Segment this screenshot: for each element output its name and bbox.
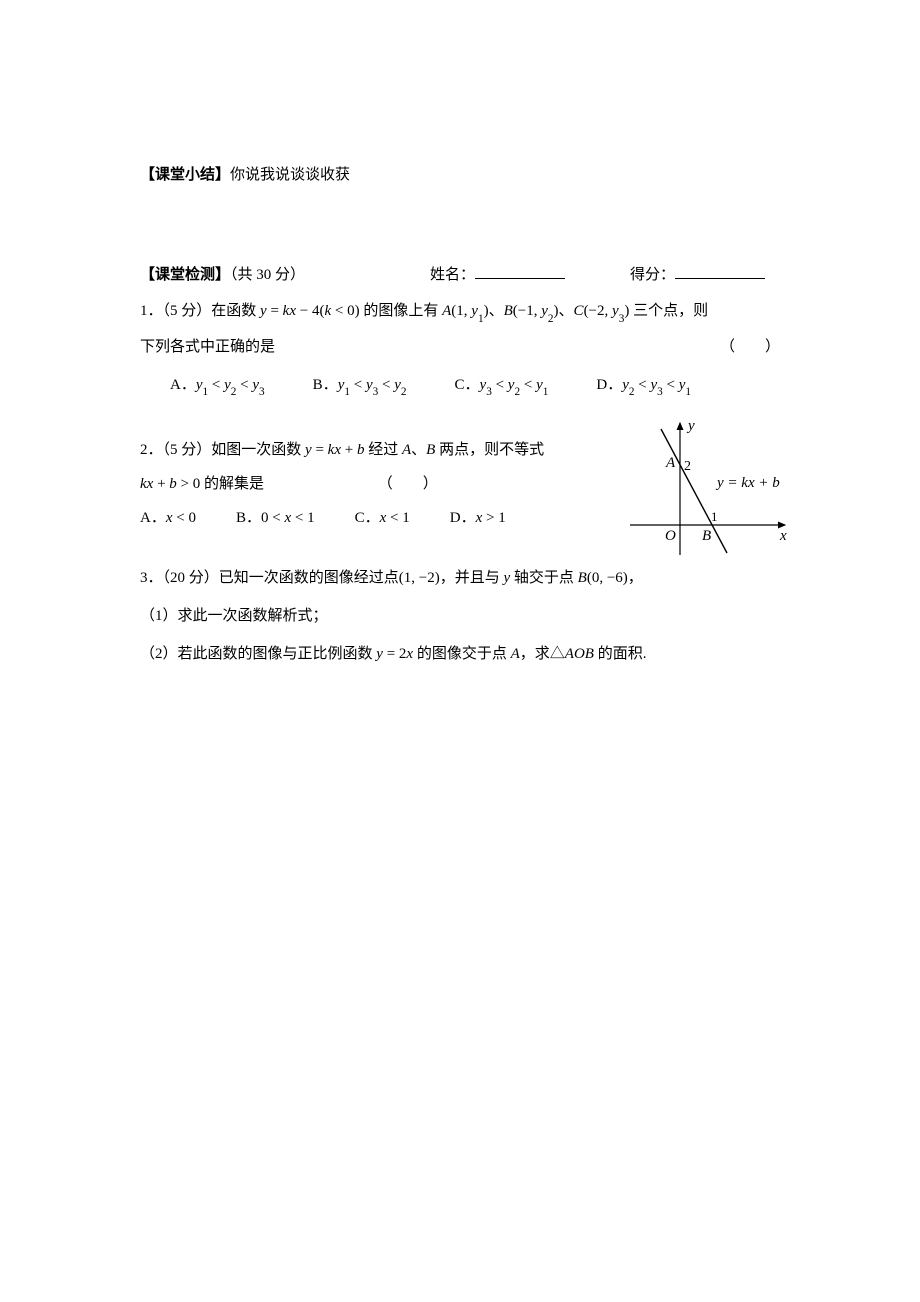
q1-line1: 1．（5 分）在函数 y = kx − 4(k < 0) 的图像上有 A(1, … bbox=[140, 296, 780, 328]
q3-sub2-mid: 的图像交于点 bbox=[413, 646, 511, 662]
q2-line1-mid: 经过 bbox=[364, 442, 402, 458]
tick-2: 2 bbox=[684, 459, 691, 474]
q1-opt-c-label: C． bbox=[455, 377, 480, 393]
test-header: 【课堂检测】（共 30 分） 姓名： 得分： bbox=[140, 260, 780, 290]
x-axis-label: x bbox=[779, 528, 787, 544]
name-blank[interactable] bbox=[475, 263, 565, 279]
q3-sub2-post: ，求△AOB 的面积. bbox=[520, 646, 647, 662]
q2-opt-c-label: C． bbox=[355, 510, 380, 526]
line-eq-label: y = kx + b bbox=[715, 475, 780, 491]
q1-func: y = kx − 4(k < 0) bbox=[260, 303, 360, 319]
q1-ptA: A(1, y1) bbox=[442, 303, 488, 319]
q2-ineq: kx + b > 0 bbox=[140, 476, 200, 492]
q2-block: 2．（5 分）如图一次函数 y = kx + b 经过 A、B 两点，则不等式 … bbox=[140, 435, 780, 533]
q3-line1-mid: ，并且与 bbox=[440, 570, 504, 586]
q1-opt-d[interactable]: D．y2 < y3 < y1 bbox=[596, 370, 691, 402]
score-label: 得分： bbox=[630, 267, 675, 283]
q2-opt-c-expr: x < 1 bbox=[380, 510, 410, 526]
q1-opt-c[interactable]: C．y3 < y2 < y1 bbox=[455, 370, 549, 402]
q3-line1: 3．（20 分）已知一次函数的图像经过点(1, −2)，并且与 y 轴交于点 B… bbox=[140, 563, 780, 593]
q3-sub2-A: A bbox=[511, 646, 520, 662]
q2-options: A．x < 0 B．0 < x < 1 C．x < 1 D．x > 1 bbox=[140, 503, 600, 533]
q1-opt-a-expr: y1 < y2 < y3 bbox=[196, 377, 265, 393]
q2-line1-post: 两点，则不等式 bbox=[435, 442, 544, 458]
q1-prefix: 1．（5 分）在函数 bbox=[140, 303, 260, 319]
q3-block: 3．（20 分）已知一次函数的图像经过点(1, −2)，并且与 y 轴交于点 B… bbox=[140, 563, 780, 669]
q2-opt-d-label: D． bbox=[450, 510, 476, 526]
q1-options: A．y1 < y2 < y3 B．y1 < y3 < y2 C．y3 < y2 … bbox=[140, 370, 780, 402]
q1-mid1: 的图像上有 bbox=[360, 303, 443, 319]
y-axis-label: y bbox=[686, 418, 695, 434]
q2-line2: kx + b > 0 的解集是 （ ） bbox=[140, 469, 600, 499]
q1-sep2: 、 bbox=[559, 303, 574, 319]
q1-opt-c-expr: y3 < y2 < y1 bbox=[480, 377, 549, 393]
q1-ptC: C(−2, y3) bbox=[574, 303, 630, 319]
summary-line: 【课堂小结】你说我说谈谈收获 bbox=[140, 160, 780, 190]
q1-opt-d-expr: y2 < y3 < y1 bbox=[622, 377, 691, 393]
q3-line1-pre: 3．（20 分）已知一次函数的图像经过点 bbox=[140, 570, 399, 586]
summary-text: 你说我说谈谈收获 bbox=[230, 167, 350, 183]
q1-line2-left: 下列各式中正确的是 bbox=[140, 332, 275, 362]
q3-sub2-func: y = 2x bbox=[376, 646, 413, 662]
q2-answer-paren[interactable]: （ ） bbox=[378, 476, 438, 492]
tick-1: 1 bbox=[711, 509, 718, 524]
q2-line1: 2．（5 分）如图一次函数 y = kx + b 经过 A、B 两点，则不等式 bbox=[140, 435, 600, 465]
q3-sub2: （2）若此函数的图像与正比例函数 y = 2x 的图像交于点 A，求△AOB 的… bbox=[140, 639, 780, 669]
q1-opt-d-label: D． bbox=[596, 377, 622, 393]
q3-sub2-pre: （2）若此函数的图像与正比例函数 bbox=[140, 646, 376, 662]
q2-func: y = kx + b bbox=[305, 442, 364, 458]
q3-line1-mid2: 轴交于点 bbox=[510, 570, 578, 586]
q2-opt-b-expr: 0 < x < 1 bbox=[261, 510, 315, 526]
q1-opt-b[interactable]: B．y1 < y3 < y2 bbox=[313, 370, 407, 402]
score-blank[interactable] bbox=[675, 263, 765, 279]
test-total: （共 30 分） bbox=[230, 267, 305, 283]
point-b-label: B bbox=[702, 528, 711, 544]
q2-opt-d-expr: x > 1 bbox=[476, 510, 506, 526]
q1-opt-b-label: B． bbox=[313, 377, 338, 393]
test-header-bracket: 【课堂检测】 bbox=[140, 267, 230, 283]
q2-opt-c[interactable]: C．x < 1 bbox=[355, 503, 410, 533]
q1-sep1: 、 bbox=[489, 303, 504, 319]
q3-pt1: (1, −2) bbox=[399, 570, 440, 586]
q2-graph-svg: y x O A 2 B 1 y = kx + b bbox=[625, 415, 795, 560]
q1-opt-b-expr: y1 < y3 < y2 bbox=[338, 377, 407, 393]
q1-answer-paren[interactable]: （ ） bbox=[720, 332, 780, 362]
q3-sub1: （1）求此一次函数解析式； bbox=[140, 601, 780, 631]
origin-label: O bbox=[665, 528, 676, 544]
q3-line1-post: ， bbox=[628, 570, 643, 586]
point-a-label: A bbox=[665, 455, 676, 471]
q2-opt-a-expr: x < 0 bbox=[166, 510, 196, 526]
q3-ptB: B(0, −6) bbox=[578, 570, 628, 586]
q1-opt-a-label: A． bbox=[170, 377, 196, 393]
q2-graph: y x O A 2 B 1 y = kx + b bbox=[625, 415, 795, 560]
q2-pts: A、B bbox=[402, 442, 435, 458]
name-label: 姓名： bbox=[430, 267, 475, 283]
q1-line2: 下列各式中正确的是 （ ） bbox=[140, 332, 780, 362]
q2-opt-b-label: B． bbox=[236, 510, 261, 526]
q2-opt-b[interactable]: B．0 < x < 1 bbox=[236, 503, 315, 533]
summary-bracket: 【课堂小结】 bbox=[140, 167, 230, 183]
q2-opt-a[interactable]: A．x < 0 bbox=[140, 503, 196, 533]
q2-opt-d[interactable]: D．x > 1 bbox=[450, 503, 506, 533]
q2-line2-post: 的解集是 bbox=[200, 476, 264, 492]
q1-opt-a[interactable]: A．y1 < y2 < y3 bbox=[170, 370, 265, 402]
q2-line1-pre: 2．（5 分）如图一次函数 bbox=[140, 442, 305, 458]
q1-ptB: B(−1, y2) bbox=[504, 303, 559, 319]
q2-opt-a-label: A． bbox=[140, 510, 166, 526]
q1-tail: 三个点，则 bbox=[629, 303, 708, 319]
